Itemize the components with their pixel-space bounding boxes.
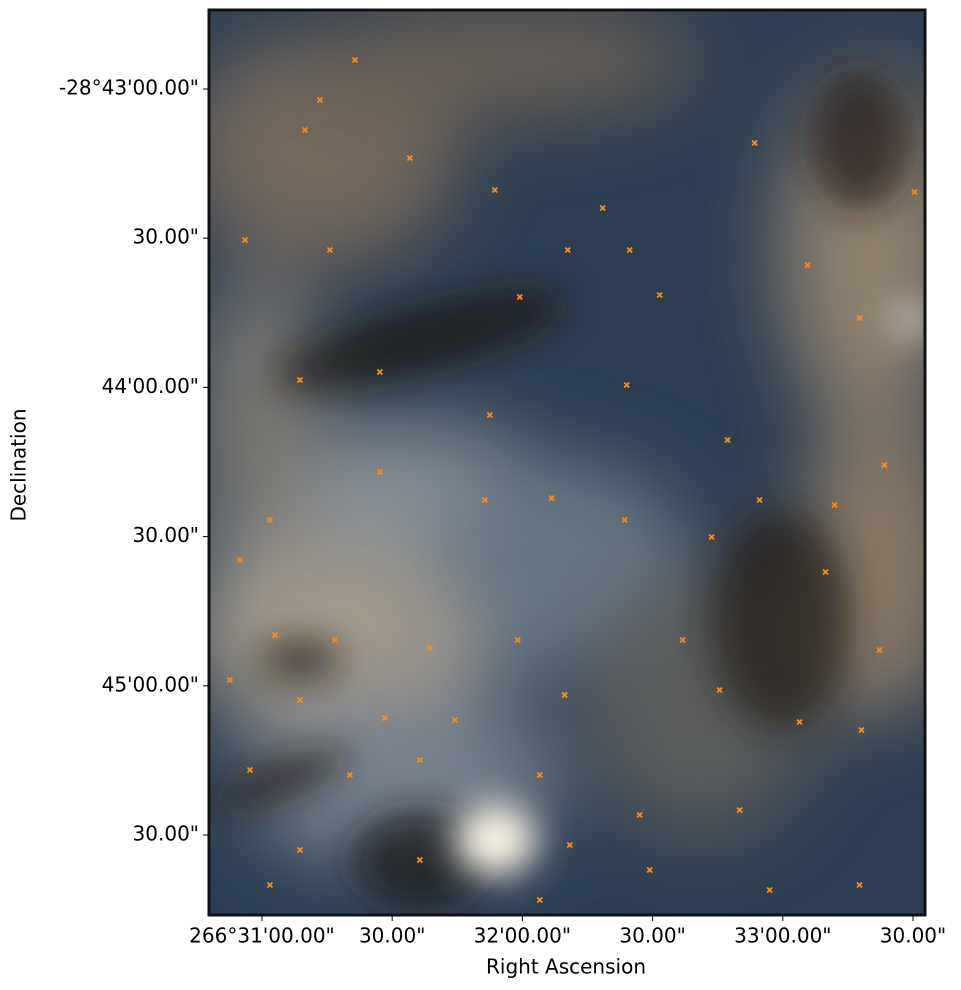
x-axis-label: Right Ascension (486, 955, 646, 979)
marker (599, 204, 606, 212)
marker (316, 96, 324, 104)
marker (656, 291, 663, 299)
marker (301, 126, 309, 134)
marker (516, 293, 523, 301)
x-tick-label: 33'00.00" (734, 924, 831, 948)
marker (796, 718, 803, 726)
marker (426, 644, 433, 652)
marker (679, 636, 686, 644)
y-tick-label: 30.00" (133, 523, 199, 547)
marker (381, 714, 388, 722)
marker (271, 631, 279, 639)
y-tick-label: 30.00" (133, 225, 199, 249)
marker (766, 886, 773, 894)
plot-frame (207, 8, 927, 917)
marker (376, 368, 383, 376)
marker (636, 811, 643, 819)
y-tick-label: 30.00" (133, 822, 199, 846)
marker (346, 771, 354, 779)
marker (226, 676, 234, 684)
marker (536, 896, 543, 904)
marker (236, 556, 244, 564)
marker (822, 568, 829, 576)
marker (804, 261, 811, 269)
marker (621, 516, 628, 524)
marker (351, 56, 359, 64)
marker (451, 716, 458, 724)
marker (416, 756, 423, 764)
marker (626, 246, 633, 254)
sky-image (209, 10, 925, 915)
marker (376, 468, 383, 476)
marker (911, 188, 918, 196)
marker (716, 686, 723, 694)
marker (881, 461, 888, 469)
marker (241, 236, 249, 244)
x-tick-label: 32'00.00" (474, 924, 571, 948)
marker (266, 881, 274, 889)
x-tick-label: 30.00" (619, 924, 685, 948)
x-tick-label: 30.00" (880, 924, 946, 948)
marker (856, 881, 863, 889)
marker (514, 636, 521, 644)
marker (536, 771, 543, 779)
marker (266, 516, 274, 524)
marker (481, 496, 488, 504)
marker (856, 314, 863, 322)
marker (486, 411, 493, 419)
marker (564, 246, 571, 254)
marker (491, 186, 498, 194)
marker (831, 501, 838, 509)
marker (296, 846, 304, 854)
y-tick-label: -28°43'00.00" (59, 75, 199, 99)
marker (756, 496, 763, 504)
y-tick-label: 45'00.00" (102, 672, 199, 696)
marker (561, 691, 568, 699)
marker (736, 806, 743, 814)
marker (296, 376, 304, 384)
y-tick-label: 44'00.00" (102, 374, 199, 398)
marker (876, 646, 883, 654)
x-tick-label: 266°31'00.00" (189, 924, 335, 948)
marker (646, 866, 653, 874)
marker (751, 139, 758, 147)
marker (858, 726, 865, 734)
marker (566, 841, 573, 849)
marker (623, 381, 630, 389)
marker (331, 636, 339, 644)
marker (246, 766, 254, 774)
marker (708, 533, 715, 541)
marker (548, 494, 555, 502)
y-axis-label: Declination (7, 408, 31, 521)
x-tick-label: 30.00" (359, 924, 425, 948)
marker (326, 246, 334, 254)
marker (416, 856, 423, 864)
marker (724, 436, 731, 444)
marker (296, 696, 304, 704)
marker (406, 154, 413, 162)
